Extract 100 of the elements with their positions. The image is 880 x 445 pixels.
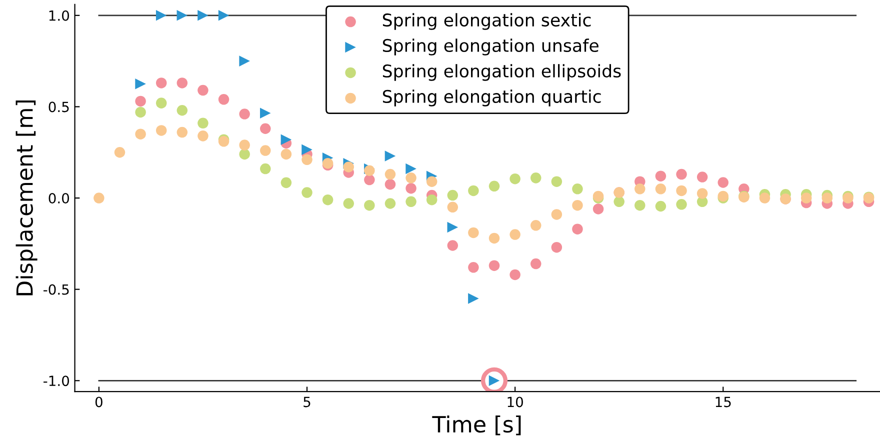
point [551, 242, 562, 253]
point [718, 177, 728, 188]
point [176, 78, 188, 88]
point [260, 108, 271, 118]
point [239, 108, 250, 120]
point [592, 204, 604, 214]
point [468, 227, 479, 238]
point [176, 104, 188, 116]
x-tick-label: 5 [304, 396, 310, 408]
point [426, 194, 438, 206]
point [302, 154, 312, 166]
point [655, 184, 666, 194]
y-tick-label: -0.5 [44, 284, 69, 295]
point [800, 192, 812, 204]
y-tick-label: 1.0 [49, 10, 70, 21]
point [384, 178, 396, 190]
y-tick-label: -1.0 [44, 376, 70, 386]
point [614, 196, 624, 208]
point [198, 130, 208, 142]
point [280, 134, 292, 145]
point [406, 172, 416, 184]
point [406, 196, 416, 208]
point [530, 172, 542, 184]
point [634, 184, 646, 194]
point [551, 176, 562, 187]
point [156, 125, 167, 136]
point [572, 184, 583, 194]
point [239, 140, 250, 150]
point [364, 200, 375, 211]
legend-label: Spring elongation unsafe [382, 38, 598, 56]
point [655, 200, 666, 212]
point [156, 78, 167, 88]
point [198, 118, 208, 129]
legend-label: Spring elongation ellipsoids [382, 64, 621, 81]
point [655, 170, 666, 182]
point [530, 220, 542, 231]
point [676, 185, 687, 196]
point [114, 146, 126, 158]
point [759, 192, 770, 204]
point [260, 163, 271, 174]
y-tick-label: 0.5 [48, 102, 69, 112]
point [198, 84, 208, 96]
point [135, 96, 146, 107]
point [218, 94, 230, 105]
point [176, 126, 188, 138]
point [156, 98, 167, 108]
point [176, 10, 188, 21]
point [343, 162, 354, 172]
x-tick-label: 15 [716, 396, 731, 408]
point [468, 185, 479, 196]
point [135, 106, 146, 118]
point [676, 199, 687, 210]
legend-label: Spring elongation quartic [382, 90, 601, 106]
point [384, 168, 396, 180]
point [634, 200, 646, 211]
point [488, 232, 500, 244]
point [468, 262, 479, 273]
point [198, 10, 208, 21]
point [676, 168, 687, 180]
point [426, 176, 438, 187]
x-axis-title: Time [s] [432, 415, 521, 436]
point [322, 194, 334, 206]
point [406, 182, 416, 194]
point [572, 224, 583, 234]
point [343, 198, 354, 209]
point [302, 187, 312, 198]
point [447, 240, 458, 251]
point [572, 200, 583, 211]
legend-label: Spring elongation sextic [382, 13, 591, 30]
point [488, 260, 500, 271]
point [94, 192, 104, 204]
point [135, 128, 146, 140]
point [447, 202, 458, 213]
point [156, 10, 167, 21]
point [468, 293, 479, 304]
point [406, 163, 416, 174]
point [260, 145, 271, 156]
point [218, 10, 230, 21]
point [696, 172, 708, 182]
y-axis-title: Displacement [m] [16, 100, 38, 296]
point [280, 148, 292, 160]
point [239, 148, 250, 160]
point [135, 78, 146, 90]
point [447, 222, 458, 233]
point [822, 192, 833, 204]
point [447, 190, 458, 201]
y-tick-label: 0.0 [48, 192, 70, 204]
point [384, 198, 396, 209]
point [302, 144, 312, 156]
point [530, 258, 542, 270]
point [551, 209, 562, 220]
point [510, 269, 520, 280]
point [364, 174, 375, 186]
point [239, 56, 250, 66]
point [280, 177, 292, 188]
point [260, 123, 271, 134]
point [510, 173, 520, 184]
x-tick-label: 0 [95, 396, 102, 408]
point [696, 188, 708, 199]
point [510, 229, 520, 240]
